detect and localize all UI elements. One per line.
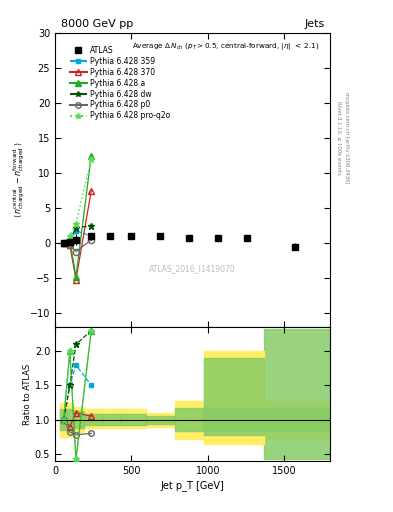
Pythia 6.428 p0 [68, 242, 72, 248]
Line: Pythia 6.428 a: Pythia 6.428 a [60, 152, 95, 280]
Pythia 6.428 370 [68, 242, 72, 248]
X-axis label: Jet p_T [GeV]: Jet p_T [GeV] [161, 480, 224, 490]
Pythia 6.428 a [61, 240, 66, 246]
Pythia 6.428 370 [61, 240, 66, 246]
Pythia 6.428 359 [73, 227, 78, 233]
Pythia 6.428 dw [68, 237, 72, 243]
Text: mcplots.cern.ch [arXiv:1306.3436]: mcplots.cern.ch [arXiv:1306.3436] [344, 93, 349, 184]
Pythia 6.428 a [68, 237, 72, 243]
Legend: ATLAS, Pythia 6.428 359, Pythia 6.428 370, Pythia 6.428 a, Pythia 6.428 dw, Pyth: ATLAS, Pythia 6.428 359, Pythia 6.428 37… [70, 46, 170, 120]
Pythia 6.428 dw [73, 225, 78, 231]
Pythia 6.428 pro-q2o [73, 221, 78, 227]
Pythia 6.428 359 [68, 239, 72, 245]
Text: ATLAS_2016_I1419070: ATLAS_2016_I1419070 [149, 264, 236, 273]
Pythia 6.428 pro-q2o [61, 240, 66, 246]
Text: Average $\Delta\,N_{\rm ch}$ ($p_T$$>$0.5, central-forward, $|\eta|$ $<$ 2.1): Average $\Delta\,N_{\rm ch}$ ($p_T$$>$0.… [132, 40, 320, 52]
Pythia 6.428 359 [61, 240, 66, 246]
Pythia 6.428 a [89, 153, 94, 159]
Line: Pythia 6.428 359: Pythia 6.428 359 [61, 228, 94, 246]
Pythia 6.428 pro-q2o [89, 156, 94, 162]
Line: Pythia 6.428 370: Pythia 6.428 370 [60, 187, 95, 283]
Pythia 6.428 p0 [73, 248, 78, 254]
Text: 8000 GeV pp: 8000 GeV pp [61, 19, 133, 29]
Line: Pythia 6.428 dw: Pythia 6.428 dw [60, 222, 95, 247]
Line: Pythia 6.428 p0: Pythia 6.428 p0 [61, 237, 94, 255]
Pythia 6.428 p0 [61, 240, 66, 246]
Text: Rivet 3.1.10, ≥ 100k events: Rivet 3.1.10, ≥ 100k events [336, 101, 341, 175]
Pythia 6.428 pro-q2o [68, 233, 72, 239]
Y-axis label: $\langle\, n^{\rm central}_{\rm charged} - n^{\rm forward}_{\rm charged}\,\rangl: $\langle\, n^{\rm central}_{\rm charged}… [11, 142, 27, 219]
Pythia 6.428 370 [73, 276, 78, 283]
Pythia 6.428 dw [61, 240, 66, 246]
Y-axis label: Ratio to ATLAS: Ratio to ATLAS [23, 364, 32, 424]
Pythia 6.428 370 [89, 188, 94, 194]
Pythia 6.428 a [73, 274, 78, 280]
Pythia 6.428 359 [89, 233, 94, 239]
Text: Jets: Jets [304, 19, 325, 29]
Pythia 6.428 dw [89, 223, 94, 229]
Line: Pythia 6.428 pro-q2o: Pythia 6.428 pro-q2o [60, 156, 95, 247]
Pythia 6.428 p0 [89, 237, 94, 243]
